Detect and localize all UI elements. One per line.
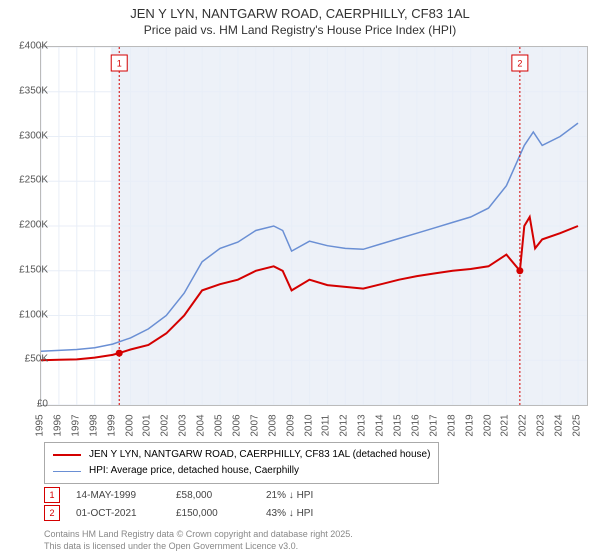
- sale-marker-box: 1: [44, 487, 60, 503]
- y-tick-label: £50K: [25, 354, 48, 365]
- footer-attribution: Contains HM Land Registry data © Crown c…: [44, 528, 353, 552]
- chart-subtitle: Price paid vs. HM Land Registry's House …: [0, 23, 600, 37]
- x-tick-label: 2021: [500, 414, 511, 436]
- x-tick-label: 2001: [142, 414, 153, 436]
- svg-text:2: 2: [517, 58, 522, 68]
- legend-label-2: HPI: Average price, detached house, Caer…: [89, 463, 299, 479]
- sale-price: £58,000: [176, 490, 266, 501]
- sale-row: 2 01-OCT-2021£150,00043% ↓ HPI: [44, 504, 376, 522]
- legend-swatch-2: [53, 471, 81, 472]
- x-tick-label: 2018: [446, 414, 457, 436]
- x-tick-label: 2006: [231, 414, 242, 436]
- x-tick-label: 2010: [303, 414, 314, 436]
- legend: JEN Y LYN, NANTGARW ROAD, CAERPHILLY, CF…: [44, 442, 439, 484]
- footer-line-1: Contains HM Land Registry data © Crown c…: [44, 528, 353, 540]
- x-tick-label: 2005: [214, 414, 225, 436]
- chart-plot-area: 12: [40, 46, 588, 406]
- y-tick-label: £0: [37, 399, 48, 410]
- x-tick-label: 2012: [339, 414, 350, 436]
- x-tick-label: 1998: [88, 414, 99, 436]
- x-tick-label: 2022: [518, 414, 529, 436]
- legend-item-price-paid: JEN Y LYN, NANTGARW ROAD, CAERPHILLY, CF…: [53, 447, 430, 463]
- x-tick-label: 2011: [321, 415, 332, 437]
- y-tick-label: £400K: [19, 41, 48, 52]
- y-tick-label: £300K: [19, 130, 48, 141]
- sale-price: £150,000: [176, 508, 266, 519]
- x-tick-label: 2014: [375, 414, 386, 436]
- x-tick-label: 1997: [70, 414, 81, 436]
- legend-item-hpi: HPI: Average price, detached house, Caer…: [53, 463, 430, 479]
- sales-table: 1 14-MAY-1999£58,00021% ↓ HPI 2 01-OCT-2021…: [44, 486, 376, 522]
- x-tick-label: 2024: [554, 414, 565, 436]
- sale-date: 14-MAY-1999: [76, 490, 176, 501]
- svg-text:1: 1: [117, 58, 122, 68]
- sale-pct-vs-hpi: 43% ↓ HPI: [266, 508, 376, 519]
- x-tick-label: 2015: [393, 414, 404, 436]
- legend-label-1: JEN Y LYN, NANTGARW ROAD, CAERPHILLY, CF…: [89, 447, 430, 463]
- footer-line-2: This data is licensed under the Open Gov…: [44, 540, 353, 552]
- sale-row: 1 14-MAY-1999£58,00021% ↓ HPI: [44, 486, 376, 504]
- y-tick-label: £250K: [19, 175, 48, 186]
- x-tick-label: 2013: [357, 414, 368, 436]
- y-tick-label: £200K: [19, 220, 48, 231]
- y-tick-label: £350K: [19, 85, 48, 96]
- chart-title-address: JEN Y LYN, NANTGARW ROAD, CAERPHILLY, CF…: [0, 6, 600, 21]
- x-tick-label: 2009: [285, 414, 296, 436]
- sale-date: 01-OCT-2021: [76, 508, 176, 519]
- legend-swatch-1: [53, 454, 81, 456]
- x-tick-label: 2003: [178, 414, 189, 436]
- x-tick-label: 1996: [52, 414, 63, 436]
- x-tick-label: 1995: [35, 414, 46, 436]
- x-tick-label: 2007: [249, 414, 260, 436]
- sale-pct-vs-hpi: 21% ↓ HPI: [266, 490, 376, 501]
- x-tick-label: 2002: [160, 414, 171, 436]
- sale-marker-box: 2: [44, 505, 60, 521]
- x-tick-label: 2008: [267, 414, 278, 436]
- x-tick-label: 2023: [536, 414, 547, 436]
- x-tick-label: 1999: [106, 414, 117, 436]
- chart-svg: 12: [41, 47, 587, 405]
- x-tick-label: 2025: [572, 414, 583, 436]
- y-tick-label: £100K: [19, 309, 48, 320]
- x-tick-label: 2000: [124, 414, 135, 436]
- x-tick-label: 2017: [428, 414, 439, 436]
- x-tick-label: 2016: [410, 414, 421, 436]
- x-tick-label: 2004: [196, 414, 207, 436]
- x-tick-label: 2020: [482, 414, 493, 436]
- x-tick-label: 2019: [464, 414, 475, 436]
- y-tick-label: £150K: [19, 264, 48, 275]
